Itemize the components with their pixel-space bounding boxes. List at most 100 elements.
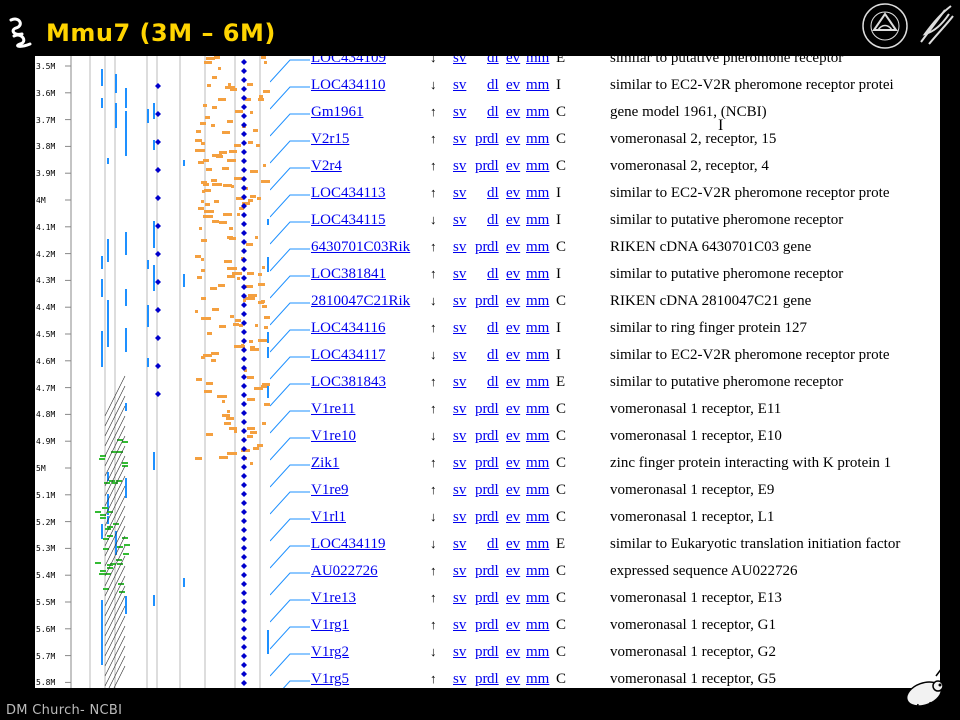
sv-link[interactable]: sv [453, 320, 467, 336]
mm-link[interactable]: mm [526, 56, 550, 66]
mm-link[interactable]: mm [526, 455, 550, 471]
ev-link[interactable]: ev [506, 347, 521, 363]
pr-link[interactable]: pr [475, 590, 488, 606]
gene-symbol-link[interactable]: LOC434119 [311, 536, 386, 552]
ev-link[interactable]: ev [506, 671, 521, 687]
ev-link[interactable]: ev [506, 374, 521, 390]
dl-link[interactable]: dl [487, 482, 499, 498]
ev-link[interactable]: ev [506, 212, 521, 228]
mm-link[interactable]: mm [526, 104, 550, 120]
sv-link[interactable]: sv [453, 644, 467, 660]
sv-link[interactable]: sv [453, 293, 467, 309]
dl-link[interactable]: dl [487, 185, 499, 201]
mm-link[interactable]: mm [526, 131, 550, 147]
pr-link[interactable]: pr [475, 158, 488, 174]
ev-link[interactable]: ev [506, 401, 521, 417]
ev-link[interactable]: ev [506, 563, 521, 579]
ev-link[interactable]: ev [506, 509, 521, 525]
gene-symbol-link[interactable]: V1rg1 [311, 617, 350, 633]
dl-link[interactable]: dl [487, 293, 499, 309]
gene-symbol-link[interactable]: V1rg2 [311, 644, 350, 660]
pr-link[interactable]: pr [475, 131, 488, 147]
gene-symbol-link[interactable]: V1re9 [311, 482, 349, 498]
dl-link[interactable]: dl [487, 536, 499, 552]
gene-symbol-link[interactable]: 6430701C03Rik [311, 239, 411, 255]
dl-link[interactable]: dl [487, 266, 499, 282]
ev-link[interactable]: ev [506, 590, 521, 606]
sv-link[interactable]: sv [453, 563, 467, 579]
mm-link[interactable]: mm [526, 158, 550, 174]
sv-link[interactable]: sv [453, 536, 467, 552]
gene-symbol-link[interactable]: LOC434113 [311, 185, 386, 201]
dl-link[interactable]: dl [487, 509, 499, 525]
mm-link[interactable]: mm [526, 320, 550, 336]
dl-link[interactable]: dl [487, 590, 499, 606]
ev-link[interactable]: ev [506, 482, 521, 498]
mm-link[interactable]: mm [526, 374, 550, 390]
gene-symbol-link[interactable]: LOC434110 [311, 77, 386, 93]
mm-link[interactable]: mm [526, 536, 550, 552]
pr-link[interactable]: pr [475, 293, 488, 309]
pr-link[interactable]: pr [475, 482, 488, 498]
ev-link[interactable]: ev [506, 239, 521, 255]
dl-link[interactable]: dl [487, 212, 499, 228]
ev-link[interactable]: ev [506, 428, 521, 444]
ev-link[interactable]: ev [506, 293, 521, 309]
sv-link[interactable]: sv [453, 671, 467, 687]
mm-link[interactable]: mm [526, 77, 550, 93]
dl-link[interactable]: dl [487, 401, 499, 417]
ev-link[interactable]: ev [506, 77, 521, 93]
dl-link[interactable]: dl [487, 320, 499, 336]
gene-symbol-link[interactable]: V1re11 [311, 401, 356, 417]
mm-link[interactable]: mm [526, 347, 550, 363]
sv-link[interactable]: sv [453, 455, 467, 471]
sv-link[interactable]: sv [453, 104, 467, 120]
sv-link[interactable]: sv [453, 401, 467, 417]
mm-link[interactable]: mm [526, 266, 550, 282]
dl-link[interactable]: dl [487, 644, 499, 660]
dl-link[interactable]: dl [487, 671, 499, 687]
ev-link[interactable]: ev [506, 185, 521, 201]
ev-link[interactable]: ev [506, 617, 521, 633]
sv-link[interactable]: sv [453, 239, 467, 255]
ev-link[interactable]: ev [506, 158, 521, 174]
pr-link[interactable]: pr [475, 644, 488, 660]
dl-link[interactable]: dl [487, 239, 499, 255]
mm-link[interactable]: mm [526, 212, 550, 228]
dl-link[interactable]: dl [487, 455, 499, 471]
ev-link[interactable]: ev [506, 320, 521, 336]
sv-link[interactable]: sv [453, 374, 467, 390]
ev-link[interactable]: ev [506, 455, 521, 471]
dl-link[interactable]: dl [487, 563, 499, 579]
sv-link[interactable]: sv [453, 617, 467, 633]
sv-link[interactable]: sv [453, 590, 467, 606]
mm-link[interactable]: mm [526, 617, 550, 633]
dl-link[interactable]: dl [487, 158, 499, 174]
mm-link[interactable]: mm [526, 509, 550, 525]
dl-link[interactable]: dl [487, 104, 499, 120]
gene-symbol-link[interactable]: 2810047C21Rik [311, 293, 411, 309]
sv-link[interactable]: sv [453, 131, 467, 147]
sv-link[interactable]: sv [453, 158, 467, 174]
dl-link[interactable]: dl [487, 131, 499, 147]
gene-symbol-link[interactable]: LOC381843 [311, 374, 386, 390]
mm-link[interactable]: mm [526, 401, 550, 417]
mm-link[interactable]: mm [526, 428, 550, 444]
dl-link[interactable]: dl [487, 347, 499, 363]
gene-symbol-link[interactable]: Zik1 [311, 455, 340, 471]
pr-link[interactable]: pr [475, 239, 488, 255]
pr-link[interactable]: pr [475, 671, 488, 687]
pr-link[interactable]: pr [475, 509, 488, 525]
gene-symbol-link[interactable]: LOC434115 [311, 212, 386, 228]
pr-link[interactable]: pr [475, 428, 488, 444]
ev-link[interactable]: ev [506, 266, 521, 282]
gene-symbol-link[interactable]: AU022726 [311, 563, 378, 579]
mm-link[interactable]: mm [526, 671, 550, 687]
gene-symbol-link[interactable]: LOC434116 [311, 320, 386, 336]
mm-link[interactable]: mm [526, 293, 550, 309]
sv-link[interactable]: sv [453, 347, 467, 363]
mm-link[interactable]: mm [526, 644, 550, 660]
pr-link[interactable]: pr [475, 563, 488, 579]
gene-symbol-link[interactable]: LOC434109 [311, 56, 386, 66]
mm-link[interactable]: mm [526, 482, 550, 498]
